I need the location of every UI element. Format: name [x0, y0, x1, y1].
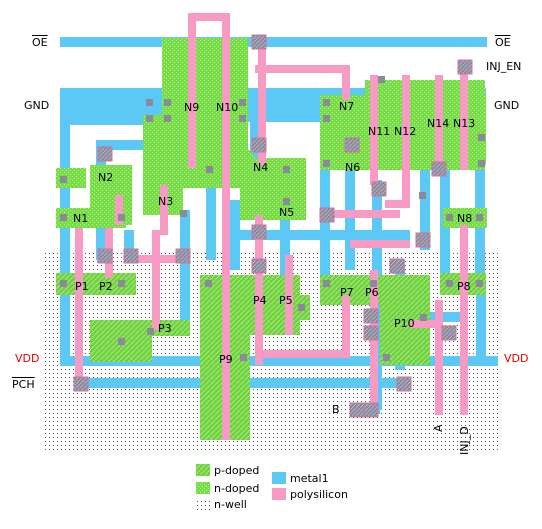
transistor-label-n10: N10 [216, 101, 239, 114]
legend-n-doped-label: n-doped [214, 482, 260, 495]
transistor-label-p10: P10 [394, 317, 415, 330]
pch-label: PCH [12, 378, 35, 391]
transistor-label-n14: N14 [427, 117, 450, 130]
polysilicon-layer [75, 13, 468, 440]
transistor-label-n5: N5 [279, 206, 295, 219]
legend-polysilicon-label: polysilicon [290, 488, 348, 501]
transistor-label-p4: P4 [253, 294, 267, 307]
transistor-label-n12: N12 [394, 125, 417, 138]
inj-d-label: INJ_D [458, 426, 471, 455]
transistor-label-n9: N9 [184, 101, 200, 114]
transistor-label-n6: N6 [345, 161, 361, 174]
vdd-right-label: VDD [504, 352, 529, 365]
transistor-label-p5: P5 [279, 294, 293, 307]
transistor-label-p8: P8 [457, 280, 471, 293]
transistor-label-n2: N2 [98, 171, 114, 184]
transistor-label-p6: P6 [365, 286, 379, 299]
transistor-label-n1: N1 [73, 212, 89, 225]
active-regions [56, 38, 487, 440]
inj-en-label: INJ_EN [486, 60, 522, 73]
oe-right-label: OE [495, 36, 511, 49]
oe-left-label: OE [32, 36, 48, 49]
transistor-label-p9: P9 [219, 353, 233, 366]
vdd-left-label: VDD [15, 352, 40, 365]
gnd-right-label: GND [494, 99, 520, 112]
diffusion-contacts [60, 76, 485, 361]
contacts [73, 34, 473, 418]
transistor-label-n3: N3 [158, 195, 174, 208]
legend-n-well-swatch [196, 498, 210, 510]
a-label: A [432, 424, 445, 432]
transistor-label-p2: P2 [99, 280, 113, 293]
legend-p-doped-label: p-doped [214, 464, 260, 477]
legend-polysilicon-swatch [272, 488, 286, 500]
legend-p-doped-swatch [196, 464, 210, 476]
transistor-label-p3: P3 [158, 322, 172, 335]
transistor-label-n13: N13 [453, 117, 476, 130]
legend-metal1-swatch [272, 472, 286, 484]
transistor-label-p1: P1 [75, 280, 89, 293]
transistor-label-n11: N11 [368, 125, 391, 138]
legend-metal1-label: metal1 [290, 472, 329, 485]
transistor-label-n8: N8 [457, 212, 473, 225]
transistor-label-n7: N7 [339, 100, 355, 113]
legend-n-well-label: n-well [214, 498, 247, 511]
b-label: B [332, 403, 340, 416]
transistor-label-n4: N4 [253, 161, 269, 174]
legend-n-doped-swatch [196, 482, 210, 494]
transistor-label-p7: P7 [340, 286, 354, 299]
gnd-left-label: GND [24, 99, 50, 112]
